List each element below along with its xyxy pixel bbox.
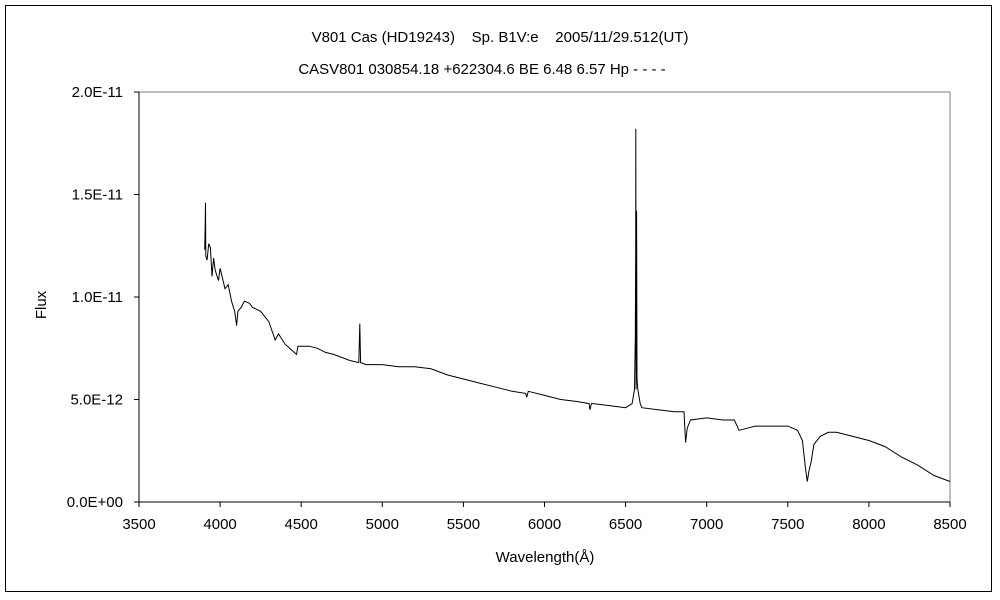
x-tick-label: 8500 (933, 516, 966, 533)
x-tick-label: 4500 (285, 516, 318, 533)
x-tick-label: 8000 (852, 516, 885, 533)
chart-title: V801 Cas (HD19243) Sp. B1V:e 2005/11/29.… (312, 29, 689, 46)
x-axis-label: Wavelength(Å) (496, 549, 595, 566)
x-tick-label: 3500 (122, 516, 155, 533)
chart-frame (5, 5, 992, 592)
y-tick-label: 0.0E+00 (67, 494, 123, 511)
plot-area (138, 91, 951, 503)
y-tick-label: 1.5E-11 (72, 187, 123, 204)
x-tick-label: 4000 (203, 516, 236, 533)
y-tick-label: 2.0E-11 (72, 84, 123, 101)
x-tick-label: 6500 (609, 516, 642, 533)
y-axis-label: Flux (33, 290, 50, 319)
chart-subtitle: CASV801 030854.18 +622304.6 BE 6.48 6.57… (298, 61, 665, 78)
spectrum-line (204, 128, 951, 482)
x-tick-label: 5500 (447, 516, 480, 533)
y-tick-label: 1.0E-11 (72, 289, 123, 306)
x-tick-label: 7000 (690, 516, 723, 533)
y-tick-label: 5.0E-12 (70, 392, 123, 409)
x-tick-label: 5000 (366, 516, 399, 533)
x-tick-label: 7500 (771, 516, 804, 533)
x-tick-label: 6000 (528, 516, 561, 533)
